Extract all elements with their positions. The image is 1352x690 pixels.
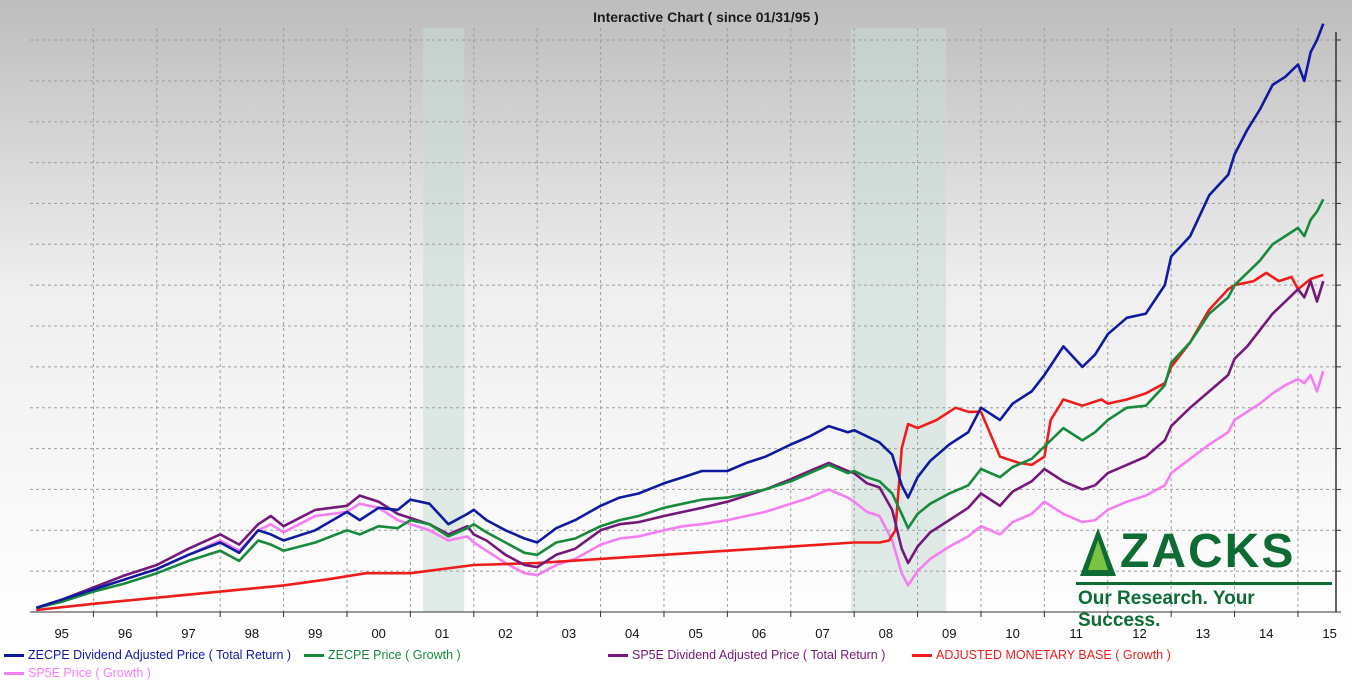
legend-item-sp5e-total-return: SP5E Dividend Adjusted Price ( Total Ret… [608, 648, 885, 662]
x-tick-label: 98 [245, 626, 259, 641]
legend-label: ZECPE Price ( Growth ) [328, 648, 461, 662]
series-line-4 [35, 370, 1325, 610]
x-tick-label: 99 [308, 626, 322, 641]
series-lines [35, 23, 1325, 612]
x-tick-label: 00 [371, 626, 385, 641]
chart-title: Interactive Chart ( since 01/31/95 ) [593, 9, 819, 25]
zacks-triangle-icon [1080, 528, 1116, 576]
x-tick-label: 10 [1005, 626, 1019, 641]
legend-label: SP5E Dividend Adjusted Price ( Total Ret… [632, 648, 886, 662]
series-line-3 [36, 271, 1324, 612]
legend-label: SP5E Price ( Growth ) [28, 666, 151, 680]
x-tick-label: 07 [815, 626, 829, 641]
recession-band-1 [851, 28, 947, 612]
x-tick-label: 04 [625, 626, 639, 641]
x-tick-label: 09 [942, 626, 956, 641]
series-line-0 [35, 23, 1325, 610]
legend-swatch [304, 653, 324, 657]
x-tick-label: 01 [435, 626, 449, 641]
legend-swatch [4, 653, 24, 657]
recession-band-0 [423, 28, 465, 612]
x-tick-label: 11 [1069, 626, 1083, 641]
logo-word: ZACKS [1120, 525, 1296, 578]
legend-label: ZECPE Dividend Adjusted Price ( Total Re… [28, 648, 292, 662]
legend: ZECPE Dividend Adjusted Price ( Total Re… [4, 646, 1344, 686]
legend-swatch [912, 653, 932, 657]
x-tick-label: 12 [1132, 626, 1146, 641]
zacks-logo: ZACKS Our Research. Your Success. [1074, 524, 1336, 631]
x-tick-label: 96 [118, 626, 132, 641]
x-tick-label: 95 [54, 626, 68, 641]
recession-bands [423, 28, 947, 612]
legend-item-zecpe-price: ZECPE Price ( Growth ) [304, 648, 461, 662]
x-tick-label: 14 [1259, 626, 1273, 641]
legend-label: ADJUSTED MONETARY BASE ( Growth ) [936, 648, 1171, 662]
logo-tagline: Our Research. Your Success. [1078, 588, 1255, 631]
legend-swatch [608, 653, 628, 657]
legend-item-zecpe-total-return: ZECPE Dividend Adjusted Price ( Total Re… [4, 648, 291, 662]
x-tick-label: 13 [1196, 626, 1210, 641]
series-line-2 [35, 279, 1325, 610]
legend-swatch [4, 671, 24, 675]
x-tick-label: 08 [879, 626, 893, 641]
legend-item-sp5e-price: SP5E Price ( Growth ) [4, 666, 151, 680]
legend-item-monetary-base: ADJUSTED MONETARY BASE ( Growth ) [912, 648, 1171, 662]
series-line-1 [35, 198, 1325, 610]
logo-rule [1076, 582, 1332, 585]
x-tick-label: 02 [498, 626, 512, 641]
x-tick-label: 03 [562, 626, 576, 641]
x-tick-label: 05 [688, 626, 702, 641]
x-tick-label: 15 [1322, 626, 1336, 641]
x-tick-label: 06 [752, 626, 766, 641]
x-axis-ticks: 95 96 97 98 99 00 01 02 03 04 05 06 07 08 09 10 11 12 13 14… [54, 612, 1337, 641]
x-tick-label: 97 [181, 626, 195, 641]
